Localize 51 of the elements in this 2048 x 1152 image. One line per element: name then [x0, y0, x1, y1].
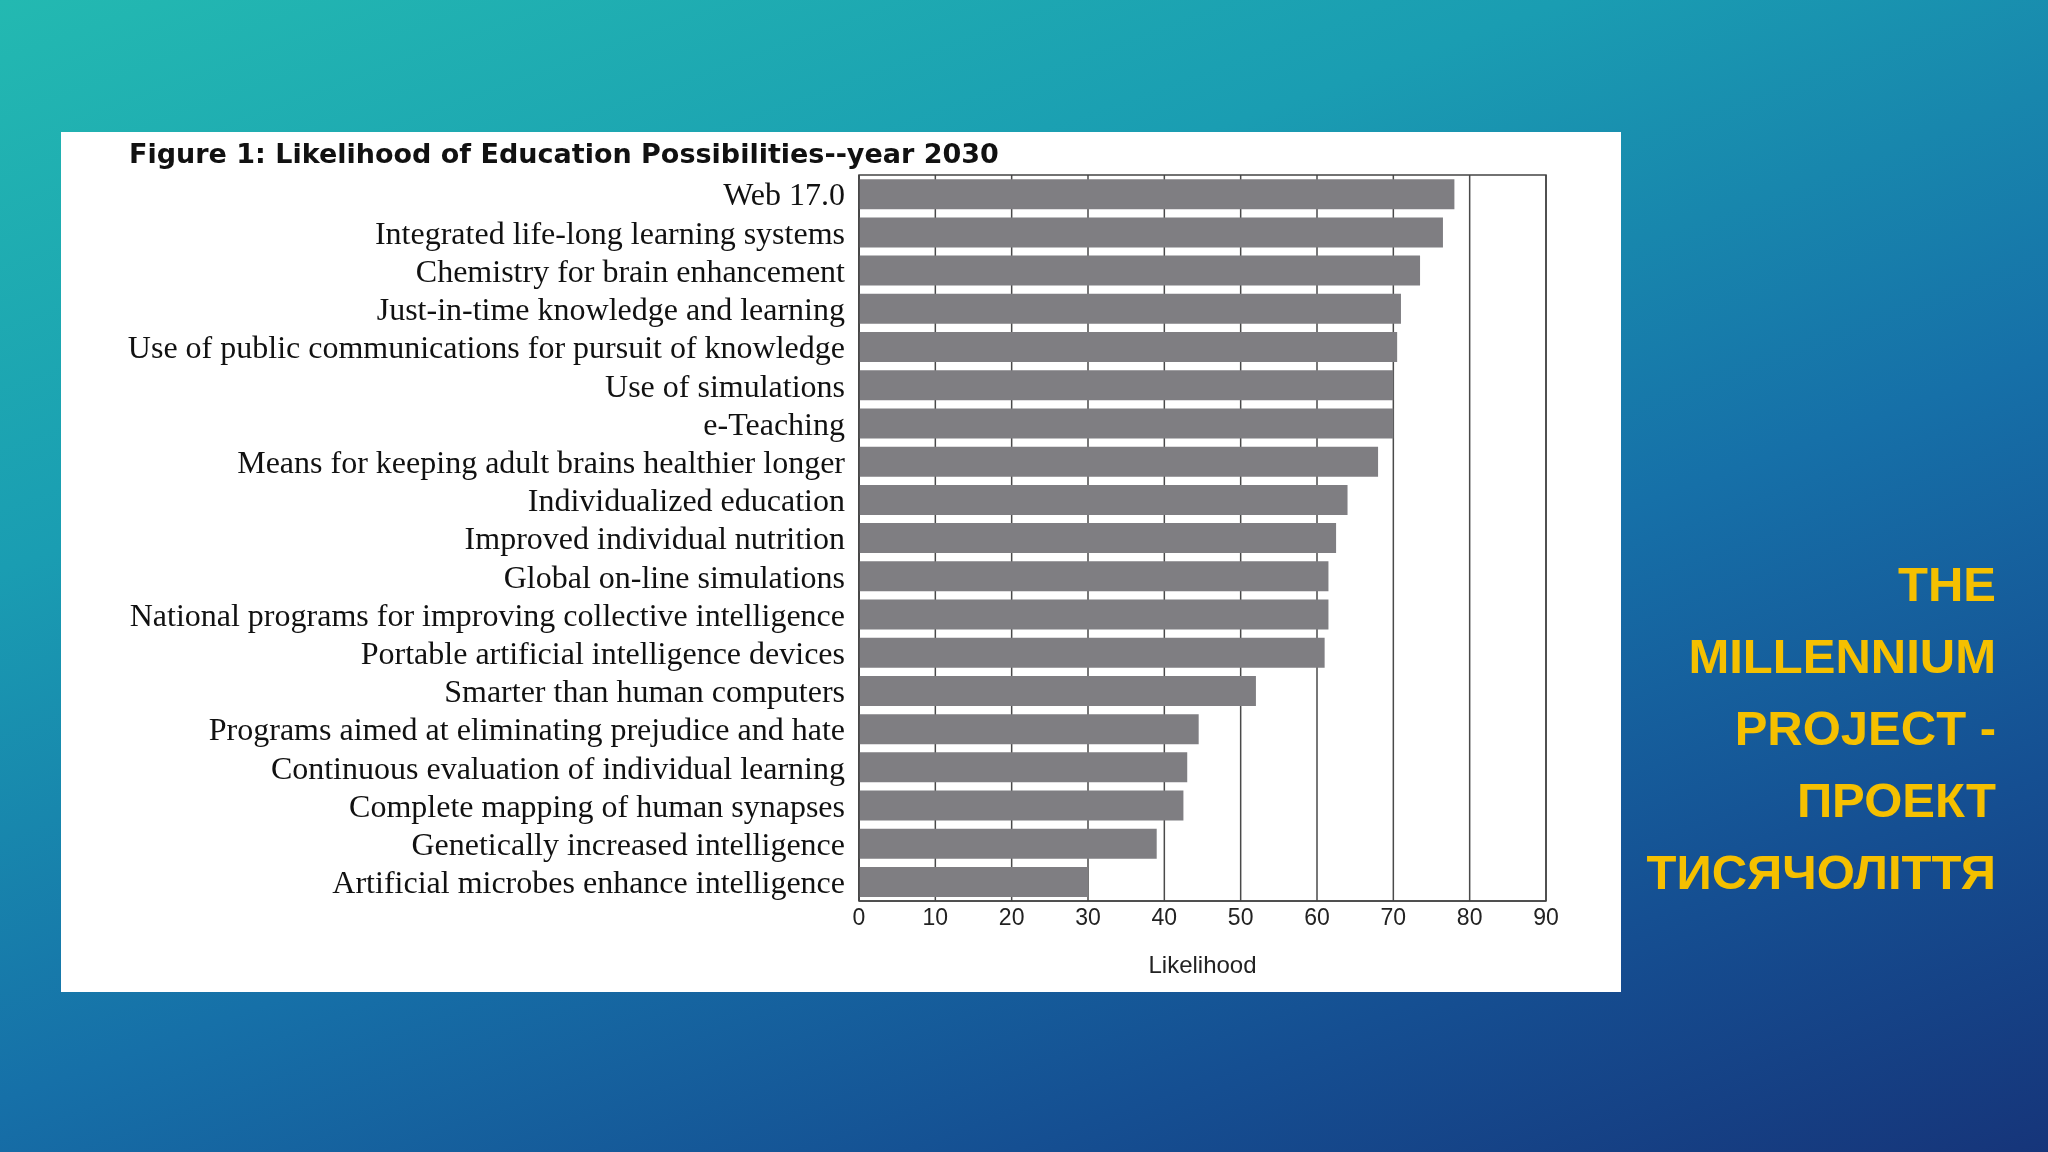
x-tick-label: 50	[1227, 904, 1254, 931]
y-tick-label: Individualized education	[527, 482, 845, 519]
x-tick-label: 20	[998, 904, 1025, 931]
y-tick-label: Smarter than human computers	[444, 673, 845, 710]
y-tick-label: Use of simulations	[605, 367, 845, 404]
text: THE MILLENNIUM PROJECT - ПРОЕКТ ТИСЯЧОЛІТТЯ	[1645, 556, 1996, 901]
bar	[859, 828, 1157, 859]
y-tick-label: Portable artificial intelligence devices	[360, 634, 845, 671]
bar	[859, 599, 1329, 630]
y-tick-label: Artificial microbes enhance intelligence	[332, 864, 845, 901]
y-tick-label: Just-in-time knowledge and learning	[376, 291, 845, 328]
bar	[859, 752, 1188, 783]
bar	[859, 293, 1401, 324]
x-tick-label: 60	[1304, 904, 1330, 931]
bar	[859, 675, 1256, 706]
bar	[859, 866, 1088, 897]
bar	[859, 637, 1325, 668]
bar	[859, 484, 1348, 515]
y-tick-label: Continuous evaluation of individual learning	[270, 749, 845, 786]
y-tick-label: Means for keeping adult brains healthier longer	[237, 443, 846, 480]
y-tick-label: Programs aimed at eliminating prejudice and hate	[208, 711, 845, 748]
bar	[859, 179, 1455, 210]
x-tick-label: 30	[1075, 904, 1101, 931]
y-tick-label: Complete mapping of human synapses	[349, 787, 845, 824]
y-tick-label: Integrated life-long learning systems	[374, 214, 845, 251]
bar	[859, 790, 1184, 821]
bar	[859, 561, 1329, 592]
y-tick-label: National programs for improving collective intelligence	[129, 596, 845, 633]
text: Figure 1: Likelihood of Education Possibilities--year 2030	[129, 138, 999, 169]
y-tick-label: Global on-line simulations	[503, 558, 845, 595]
y-tick-label: Improved individual nutrition	[464, 520, 845, 557]
x-axis-title: Likelihood	[1148, 951, 1257, 978]
x-tick-label: 40	[1151, 904, 1178, 931]
bar	[859, 332, 1398, 363]
y-tick-label: e-Teaching	[703, 405, 845, 442]
x-tick-label: 90	[1533, 904, 1559, 931]
x-tick-label: 10	[922, 904, 949, 931]
bar	[859, 255, 1421, 286]
bar	[859, 370, 1394, 401]
x-tick-label: 0	[852, 904, 866, 931]
y-tick-label: Chemistry for brain enhancement	[415, 252, 846, 289]
y-tick-label: Use of public communications for pursuit of knowledge	[127, 329, 845, 366]
bar	[859, 408, 1394, 439]
bar	[859, 217, 1443, 248]
y-tick-label: Genetically increased intelligence	[411, 826, 845, 863]
x-tick-label: 80	[1456, 904, 1483, 931]
x-tick-label: 70	[1380, 904, 1407, 931]
y-tick-label: Web 17.0	[723, 176, 845, 213]
bar	[859, 523, 1337, 554]
bar	[859, 446, 1379, 477]
bar	[859, 714, 1199, 745]
